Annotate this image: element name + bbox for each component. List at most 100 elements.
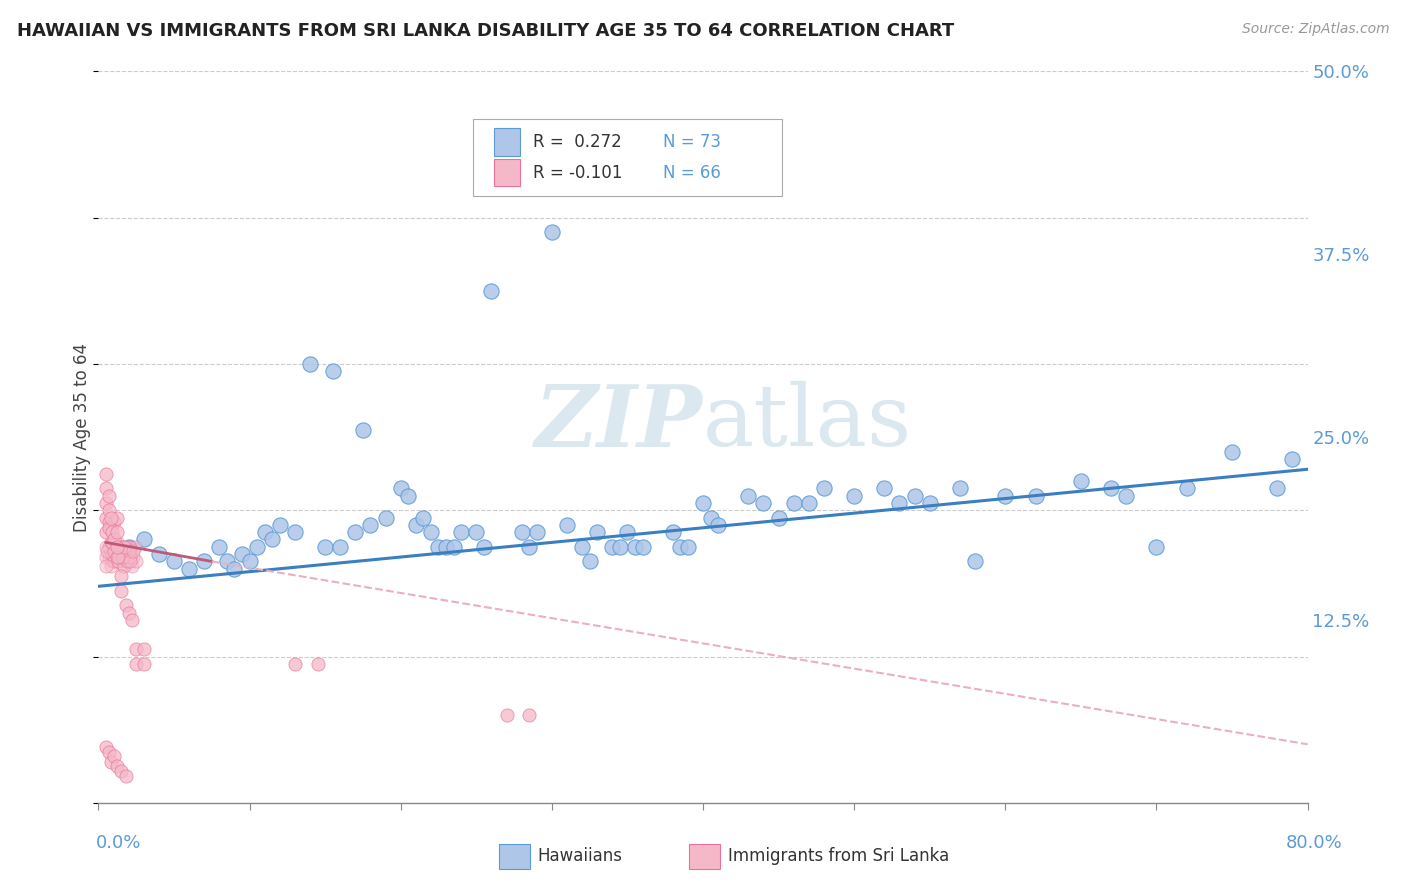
Point [98,549,121,564]
Point [94,558,117,573]
Point [120,540,142,554]
Point [111,549,134,564]
Point [101,525,124,540]
Point [98,745,121,759]
Point [1220,444,1243,458]
Point [768,510,790,524]
Point [797,496,820,510]
Point [179,562,201,576]
Point [299,357,322,371]
Text: 80.0%: 80.0% [1286,834,1343,852]
Point [602,540,624,554]
Text: N = 66: N = 66 [664,163,721,182]
Text: atlas: atlas [703,381,912,464]
Text: HAWAIIAN VS IMMIGRANTS FROM SRI LANKA DISABILITY AGE 35 TO 64 CORRELATION CHART: HAWAIIAN VS IMMIGRANTS FROM SRI LANKA DI… [17,22,955,40]
Point [707,517,730,532]
Point [472,540,495,554]
Point [110,540,132,554]
Point [122,549,145,564]
Point [1144,540,1167,554]
Point [517,540,540,554]
Point [112,547,135,561]
Point [101,554,124,568]
Point [360,517,382,532]
Point [405,517,427,532]
Point [132,642,155,657]
Point [555,517,578,532]
Text: 0.0%: 0.0% [96,834,141,852]
Point [1099,481,1122,495]
Point [115,544,138,558]
Point [107,544,129,558]
Point [112,558,135,573]
Point [631,540,654,554]
Point [904,489,927,503]
Point [132,533,155,547]
Point [253,525,276,540]
Point [121,613,143,627]
Point [215,554,238,568]
Point [100,510,122,524]
Point [105,535,128,549]
Point [669,540,692,554]
Point [443,540,465,554]
Point [110,764,132,778]
Point [98,540,121,554]
Point [873,481,896,495]
Point [98,515,121,529]
Point [1070,474,1092,488]
Point [120,554,142,568]
Point [118,540,141,554]
Point [434,540,457,554]
Point [118,606,141,620]
Point [284,525,307,540]
Text: R = -0.101: R = -0.101 [533,163,621,182]
Point [699,510,721,524]
Point [540,225,562,239]
Point [110,583,132,598]
Point [412,510,434,524]
Y-axis label: Disability Age 35 to 64: Disability Age 35 to 64 [73,343,91,532]
Point [103,544,125,558]
Point [118,544,141,558]
Point [110,549,132,564]
Point [246,540,269,554]
Point [103,749,125,764]
Point [94,496,117,510]
Point [163,554,186,568]
Point [427,540,450,554]
Point [100,755,122,769]
Point [112,540,135,554]
Text: ZIP: ZIP [536,381,703,464]
Point [208,540,231,554]
Point [105,525,128,540]
Point [100,558,122,573]
Point [104,547,127,561]
Point [94,740,117,755]
Point [105,554,128,568]
Point [616,525,638,540]
Point [193,554,215,568]
Point [125,642,148,657]
Point [813,481,835,495]
Point [465,525,488,540]
Point [676,540,699,554]
FancyBboxPatch shape [474,119,782,195]
Point [108,549,131,564]
Point [322,364,344,378]
Point [98,489,121,503]
Point [103,515,125,529]
Point [105,540,128,554]
Point [105,510,128,524]
Point [918,496,941,510]
Point [578,554,600,568]
Point [98,521,121,535]
Point [104,544,127,558]
Point [103,535,125,549]
Point [100,521,122,535]
Point [120,549,142,564]
Point [586,525,609,540]
Point [752,496,775,510]
Point [517,708,540,723]
Point [103,554,125,568]
